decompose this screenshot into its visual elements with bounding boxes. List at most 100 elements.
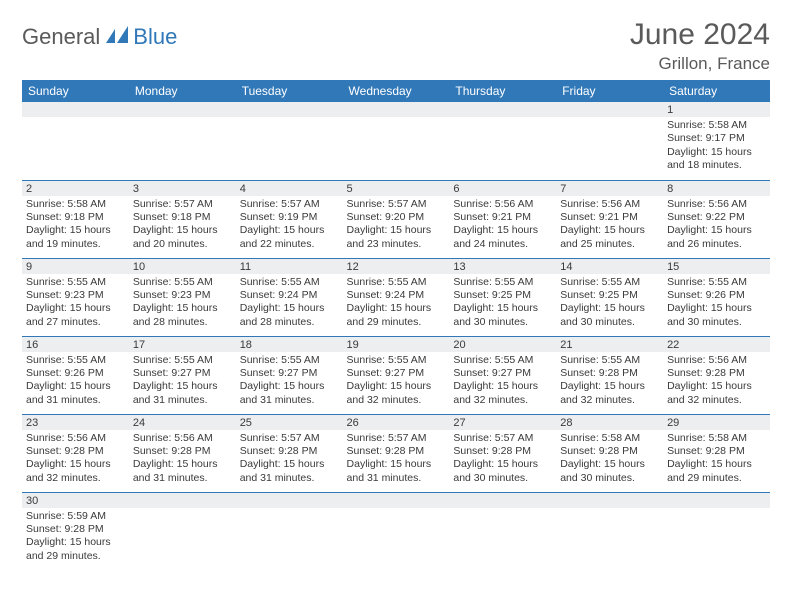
day-number: 14 bbox=[556, 259, 663, 274]
day-number-band bbox=[343, 493, 450, 508]
logo-text-general: General bbox=[22, 24, 100, 50]
day-details: Sunrise: 5:58 AMSunset: 9:18 PMDaylight:… bbox=[22, 196, 129, 255]
day-number: 23 bbox=[22, 415, 129, 430]
day-number-band bbox=[556, 102, 663, 117]
weekday-header: Monday bbox=[129, 80, 236, 102]
weekday-header: Wednesday bbox=[343, 80, 450, 102]
calendar-day-cell: 20Sunrise: 5:55 AMSunset: 9:27 PMDayligh… bbox=[449, 336, 556, 414]
calendar-day-cell: 8Sunrise: 5:56 AMSunset: 9:22 PMDaylight… bbox=[663, 180, 770, 258]
calendar-empty-cell bbox=[343, 492, 450, 570]
day-number: 13 bbox=[449, 259, 556, 274]
day-number: 18 bbox=[236, 337, 343, 352]
day-number: 25 bbox=[236, 415, 343, 430]
day-number: 22 bbox=[663, 337, 770, 352]
day-number: 28 bbox=[556, 415, 663, 430]
calendar-empty-cell bbox=[129, 102, 236, 180]
weekday-header: Thursday bbox=[449, 80, 556, 102]
calendar-day-cell: 7Sunrise: 5:56 AMSunset: 9:21 PMDaylight… bbox=[556, 180, 663, 258]
day-number: 5 bbox=[343, 181, 450, 196]
calendar-day-cell: 29Sunrise: 5:58 AMSunset: 9:28 PMDayligh… bbox=[663, 414, 770, 492]
calendar-day-cell: 25Sunrise: 5:57 AMSunset: 9:28 PMDayligh… bbox=[236, 414, 343, 492]
calendar-day-cell: 19Sunrise: 5:55 AMSunset: 9:27 PMDayligh… bbox=[343, 336, 450, 414]
day-details: Sunrise: 5:58 AMSunset: 9:28 PMDaylight:… bbox=[663, 430, 770, 489]
day-details: Sunrise: 5:57 AMSunset: 9:20 PMDaylight:… bbox=[343, 196, 450, 255]
day-number-band bbox=[449, 102, 556, 117]
day-details: Sunrise: 5:56 AMSunset: 9:28 PMDaylight:… bbox=[663, 352, 770, 411]
calendar-empty-cell bbox=[22, 102, 129, 180]
day-details: Sunrise: 5:57 AMSunset: 9:28 PMDaylight:… bbox=[236, 430, 343, 489]
calendar-empty-cell bbox=[556, 102, 663, 180]
day-number: 27 bbox=[449, 415, 556, 430]
calendar-row: 16Sunrise: 5:55 AMSunset: 9:26 PMDayligh… bbox=[22, 336, 770, 414]
month-title: June 2024 bbox=[630, 18, 770, 52]
day-number: 4 bbox=[236, 181, 343, 196]
calendar-empty-cell bbox=[449, 102, 556, 180]
day-number-band bbox=[236, 102, 343, 117]
calendar-empty-cell bbox=[343, 102, 450, 180]
calendar-day-cell: 30Sunrise: 5:59 AMSunset: 9:28 PMDayligh… bbox=[22, 492, 129, 570]
calendar-day-cell: 26Sunrise: 5:57 AMSunset: 9:28 PMDayligh… bbox=[343, 414, 450, 492]
calendar-day-cell: 14Sunrise: 5:55 AMSunset: 9:25 PMDayligh… bbox=[556, 258, 663, 336]
day-details: Sunrise: 5:57 AMSunset: 9:18 PMDaylight:… bbox=[129, 196, 236, 255]
calendar-day-cell: 15Sunrise: 5:55 AMSunset: 9:26 PMDayligh… bbox=[663, 258, 770, 336]
day-number: 19 bbox=[343, 337, 450, 352]
calendar-row: 2Sunrise: 5:58 AMSunset: 9:18 PMDaylight… bbox=[22, 180, 770, 258]
calendar-day-cell: 23Sunrise: 5:56 AMSunset: 9:28 PMDayligh… bbox=[22, 414, 129, 492]
calendar-empty-cell bbox=[129, 492, 236, 570]
day-number: 8 bbox=[663, 181, 770, 196]
day-details: Sunrise: 5:55 AMSunset: 9:23 PMDaylight:… bbox=[22, 274, 129, 333]
calendar-day-cell: 13Sunrise: 5:55 AMSunset: 9:25 PMDayligh… bbox=[449, 258, 556, 336]
calendar-day-cell: 5Sunrise: 5:57 AMSunset: 9:20 PMDaylight… bbox=[343, 180, 450, 258]
calendar-day-cell: 4Sunrise: 5:57 AMSunset: 9:19 PMDaylight… bbox=[236, 180, 343, 258]
day-details: Sunrise: 5:55 AMSunset: 9:27 PMDaylight:… bbox=[449, 352, 556, 411]
day-number: 17 bbox=[129, 337, 236, 352]
weekday-header: Saturday bbox=[663, 80, 770, 102]
day-details: Sunrise: 5:55 AMSunset: 9:28 PMDaylight:… bbox=[556, 352, 663, 411]
day-details: Sunrise: 5:57 AMSunset: 9:19 PMDaylight:… bbox=[236, 196, 343, 255]
calendar-day-cell: 22Sunrise: 5:56 AMSunset: 9:28 PMDayligh… bbox=[663, 336, 770, 414]
day-number: 6 bbox=[449, 181, 556, 196]
day-details: Sunrise: 5:56 AMSunset: 9:21 PMDaylight:… bbox=[449, 196, 556, 255]
calendar-row: 23Sunrise: 5:56 AMSunset: 9:28 PMDayligh… bbox=[22, 414, 770, 492]
day-number-band bbox=[236, 493, 343, 508]
calendar-row: 30Sunrise: 5:59 AMSunset: 9:28 PMDayligh… bbox=[22, 492, 770, 570]
calendar-day-cell: 10Sunrise: 5:55 AMSunset: 9:23 PMDayligh… bbox=[129, 258, 236, 336]
calendar-row: 9Sunrise: 5:55 AMSunset: 9:23 PMDaylight… bbox=[22, 258, 770, 336]
day-details: Sunrise: 5:55 AMSunset: 9:26 PMDaylight:… bbox=[22, 352, 129, 411]
day-number: 16 bbox=[22, 337, 129, 352]
day-number: 29 bbox=[663, 415, 770, 430]
day-details: Sunrise: 5:56 AMSunset: 9:22 PMDaylight:… bbox=[663, 196, 770, 255]
calendar-empty-cell bbox=[663, 492, 770, 570]
calendar-day-cell: 24Sunrise: 5:56 AMSunset: 9:28 PMDayligh… bbox=[129, 414, 236, 492]
calendar-table: SundayMondayTuesdayWednesdayThursdayFrid… bbox=[22, 80, 770, 570]
day-number: 10 bbox=[129, 259, 236, 274]
weekday-header: Tuesday bbox=[236, 80, 343, 102]
day-number: 12 bbox=[343, 259, 450, 274]
calendar-empty-cell bbox=[449, 492, 556, 570]
day-details: Sunrise: 5:57 AMSunset: 9:28 PMDaylight:… bbox=[449, 430, 556, 489]
day-number: 11 bbox=[236, 259, 343, 274]
calendar-day-cell: 2Sunrise: 5:58 AMSunset: 9:18 PMDaylight… bbox=[22, 180, 129, 258]
weekday-header: Sunday bbox=[22, 80, 129, 102]
day-details: Sunrise: 5:55 AMSunset: 9:24 PMDaylight:… bbox=[343, 274, 450, 333]
day-details: Sunrise: 5:55 AMSunset: 9:25 PMDaylight:… bbox=[556, 274, 663, 333]
day-number: 20 bbox=[449, 337, 556, 352]
day-number: 3 bbox=[129, 181, 236, 196]
day-number-band bbox=[129, 493, 236, 508]
day-details: Sunrise: 5:55 AMSunset: 9:27 PMDaylight:… bbox=[129, 352, 236, 411]
calendar-day-cell: 12Sunrise: 5:55 AMSunset: 9:24 PMDayligh… bbox=[343, 258, 450, 336]
day-number-band bbox=[343, 102, 450, 117]
day-number: 7 bbox=[556, 181, 663, 196]
calendar-day-cell: 11Sunrise: 5:55 AMSunset: 9:24 PMDayligh… bbox=[236, 258, 343, 336]
day-number: 26 bbox=[343, 415, 450, 430]
calendar-day-cell: 16Sunrise: 5:55 AMSunset: 9:26 PMDayligh… bbox=[22, 336, 129, 414]
calendar-empty-cell bbox=[236, 102, 343, 180]
calendar-day-cell: 28Sunrise: 5:58 AMSunset: 9:28 PMDayligh… bbox=[556, 414, 663, 492]
calendar-day-cell: 3Sunrise: 5:57 AMSunset: 9:18 PMDaylight… bbox=[129, 180, 236, 258]
day-details: Sunrise: 5:58 AMSunset: 9:17 PMDaylight:… bbox=[663, 117, 770, 176]
title-block: June 2024 Grillon, France bbox=[630, 18, 770, 74]
calendar-day-cell: 21Sunrise: 5:55 AMSunset: 9:28 PMDayligh… bbox=[556, 336, 663, 414]
calendar-empty-cell bbox=[556, 492, 663, 570]
day-number-band bbox=[129, 102, 236, 117]
calendar-day-cell: 9Sunrise: 5:55 AMSunset: 9:23 PMDaylight… bbox=[22, 258, 129, 336]
